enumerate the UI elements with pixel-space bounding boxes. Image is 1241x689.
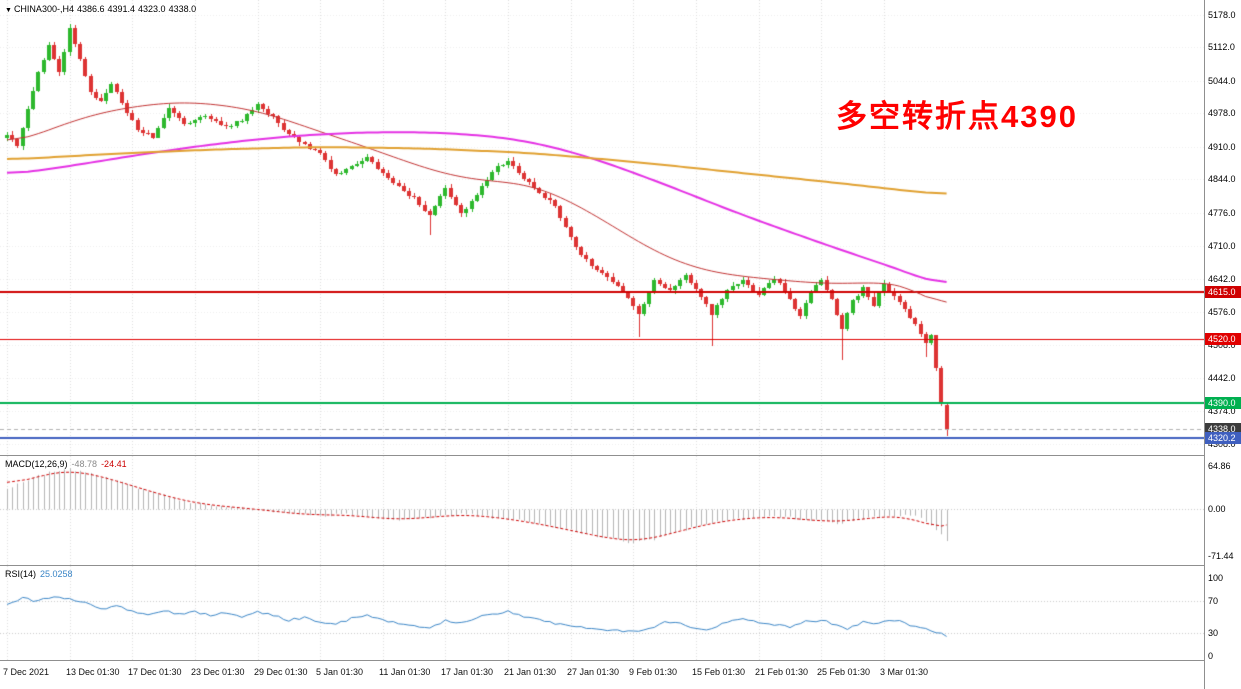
- chevron-down-icon[interactable]: ▼: [5, 7, 12, 14]
- rsi-axis-label: 100: [1208, 573, 1224, 583]
- price-axis[interactable]: 5178.0 5112.0 5044.0 4978.0 4910.0 4844.0 4776…: [1204, 0, 1241, 689]
- rsi-name: RSI(14): [5, 569, 37, 579]
- rsi-axis-label: 30: [1208, 627, 1219, 638]
- price-axis-label: 4910.0: [1208, 141, 1236, 152]
- price-tag[interactable]: 4615.0: [1205, 286, 1241, 299]
- macd-label: MACD(12,26,9) -48.78 -24.41: [5, 459, 127, 469]
- time-axis[interactable]: 7 Dec 2021 13 Dec 01:30 17 Dec 01:30 23 Dec…: [0, 661, 1204, 689]
- time-axis-label: 17 Dec 01:30: [128, 667, 182, 677]
- symbol-info: ▼ CHINA300-,H4 4386.6 4391.4 4323.0 4338.0: [5, 4, 199, 14]
- time-axis-label: 17 Jan 01:30: [441, 667, 494, 677]
- ohlc-close: 4338.0: [168, 4, 197, 14]
- price-axis-label: 5044.0: [1208, 75, 1236, 86]
- time-axis-label: 15 Feb 01:30: [692, 667, 746, 677]
- macd-name: MACD(12,26,9): [5, 459, 68, 469]
- time-axis-label: 25 Feb 01:30: [817, 667, 871, 677]
- price-chart-canvas[interactable]: [0, 0, 1204, 455]
- price-axis-label: 4642.0: [1208, 274, 1236, 285]
- macd-panel: MACD(12,26,9) -48.78 -24.41: [0, 456, 1204, 566]
- macd-value-main: -48.78: [71, 459, 98, 469]
- price-axis-label: 5178.0: [1208, 9, 1236, 20]
- time-axis-label: 21 Jan 01:30: [504, 667, 557, 677]
- price-tag[interactable]: 4390.0: [1205, 397, 1241, 410]
- time-axis-label: 5 Jan 01:30: [316, 667, 364, 677]
- ohlc-open: 4386.6: [76, 4, 105, 14]
- price-axis-label: 4442.0: [1208, 372, 1236, 383]
- time-axis-label: 23 Dec 01:30: [191, 667, 245, 677]
- rsi-panel: RSI(14) 25.0258: [0, 566, 1204, 661]
- macd-axis-label: -71.44: [1208, 551, 1234, 561]
- annotation-text[interactable]: 多空转折点4390: [836, 99, 1078, 134]
- rsi-chart-canvas[interactable]: [0, 566, 1204, 660]
- price-axis-label: 4576.0: [1208, 306, 1236, 317]
- time-axis-label: 3 Mar 01:30: [880, 667, 929, 677]
- time-axis-label: 21 Feb 01:30: [755, 667, 809, 677]
- macd-chart-canvas[interactable]: [0, 456, 1204, 565]
- price-axis-label: 4776.0: [1208, 207, 1236, 218]
- price-axis-label: 4978.0: [1208, 108, 1236, 119]
- time-axis-label: 13 Dec 01:30: [66, 667, 120, 677]
- price-axis-label: 4844.0: [1208, 174, 1236, 185]
- rsi-label: RSI(14) 25.0258: [5, 569, 73, 579]
- rsi-value: 25.0258: [40, 569, 73, 579]
- price-axis-label: 4308.0: [1208, 438, 1236, 449]
- symbol-label: CHINA300-,H4: [13, 4, 74, 14]
- macd-axis-label: 64.86: [1208, 461, 1231, 471]
- macd-axis-label: 0.00: [1208, 503, 1226, 514]
- ohlc-high: 4391.4: [107, 4, 136, 14]
- time-axis-label: 27 Jan 01:30: [567, 667, 620, 677]
- price-tag[interactable]: 4320.2: [1205, 431, 1241, 444]
- price-axis-label: 5112.0: [1208, 42, 1235, 53]
- price-axis-label: 4710.0: [1208, 240, 1236, 251]
- macd-value-signal: -24.41: [101, 459, 127, 469]
- rsi-axis-label: 70: [1208, 596, 1219, 607]
- time-axis-label: 11 Jan 01:30: [379, 667, 431, 677]
- price-tag[interactable]: 4520.0: [1205, 333, 1241, 346]
- time-axis-label: 29 Dec 01:30: [254, 667, 308, 677]
- rsi-axis-label: 0: [1208, 651, 1214, 661]
- price-panel: ▼ CHINA300-,H4 4386.6 4391.4 4323.0 4338.0 多空…: [0, 0, 1204, 456]
- time-axis-label: 9 Feb 01:30: [629, 667, 678, 677]
- price-axis-label: 4374.0: [1208, 406, 1236, 417]
- time-axis-label: 7 Dec 2021: [3, 667, 50, 677]
- ohlc-low: 4323.0: [138, 4, 166, 14]
